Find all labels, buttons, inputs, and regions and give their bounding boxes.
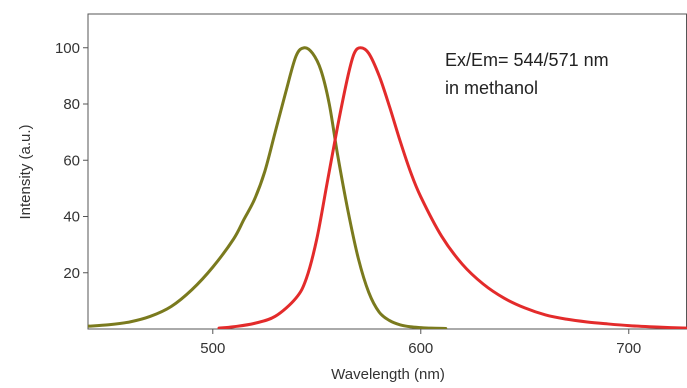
y-tick-label: 80 <box>63 96 80 113</box>
y-axis-title: Intensity (a.u.) <box>17 124 34 219</box>
y-tick-label: 20 <box>63 265 80 282</box>
emission-spectrum-line <box>217 46 687 329</box>
x-tick-label: 600 <box>408 340 433 357</box>
axes: 20 40 60 80 100 500 600 700 <box>55 13 687 357</box>
annotation-line-1: Ex/Em= 544/571 nm <box>445 50 609 70</box>
series-group <box>88 46 687 329</box>
annotation-line-2: in methanol <box>445 78 538 98</box>
y-tick-label: 60 <box>63 152 80 169</box>
y-tick-label: 40 <box>63 209 80 226</box>
y-tick-label: 100 <box>55 40 80 57</box>
x-tick-label: 500 <box>200 340 225 357</box>
x-tick-label: 700 <box>616 340 641 357</box>
excitation-spectrum-line <box>88 46 448 329</box>
x-axis-title: Wavelength (nm) <box>331 366 445 383</box>
